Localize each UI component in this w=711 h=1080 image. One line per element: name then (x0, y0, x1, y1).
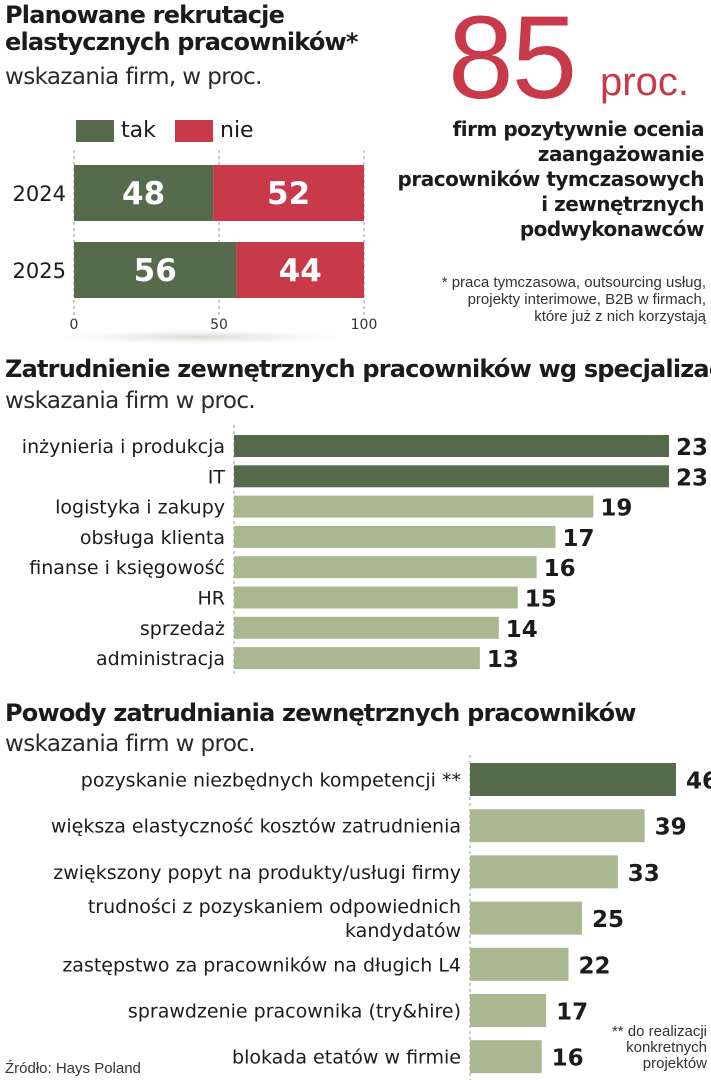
chart2-value-label: 14 (506, 617, 538, 643)
footnote-2-line-1: ** do realizacji (611, 1023, 707, 1040)
chart3-bar (470, 855, 618, 889)
chart1-bar-nie (213, 165, 364, 221)
chart1-title: Planowane rekrutacje elastycznych pracow… (5, 2, 435, 56)
chart3-subtitle: wskazania firm w proc. (5, 731, 256, 757)
chart2-value-label: 17 (563, 526, 595, 552)
kpi-line-1: firm pozytywnie ocenia (452, 117, 705, 141)
chart3-bar (470, 763, 676, 796)
chart2-bar (234, 586, 518, 609)
chart3-value-label: 25 (592, 907, 624, 933)
chart3-bar (470, 947, 569, 981)
chart2-category-label: inżynieria i produkcja (22, 436, 225, 458)
chart2-value-label: 23 (676, 435, 708, 461)
chart1-x-tick-label: 100 (351, 317, 378, 333)
chart3-value-label: 39 (655, 815, 687, 841)
footnote-2: ** do realizacji konkretnych projektów (577, 1024, 707, 1072)
reasons-bar-chart: pozyskanie niezbędnych kompetencji ** 46 w… (51, 755, 711, 1080)
chart3-title: Powody zatrudniania zewnętrznych pracown… (5, 699, 636, 727)
chart3-category-label: kandydatów (345, 920, 461, 942)
chart3-value-label: 17 (556, 1000, 588, 1026)
kpi-line-3: pracowników tymczasowych (397, 167, 705, 191)
chart2-category-label: IT (208, 466, 226, 488)
chart2-category-label: obsługa klienta (80, 527, 225, 549)
chart3-bar (470, 994, 547, 1027)
stacked-bar-chart: 0 50 100 2024 48 52 2025 56 44 (13, 150, 378, 346)
kpi-line-4: i zewnętrznych (541, 192, 704, 216)
chart3-value-label: 33 (628, 861, 660, 887)
chart2-category-label: finanse i księgowość (29, 557, 225, 579)
chart1-x-tick-label: 0 (70, 317, 79, 333)
chart2-value-label: 19 (600, 496, 632, 522)
kpi-line-5: podwykonawców (519, 217, 705, 241)
chart2-bar (234, 495, 594, 518)
chart1-bar-nie (236, 242, 364, 298)
chart3-bar (470, 901, 582, 935)
chart1-bar-value-label: 56 (134, 253, 177, 289)
chart2-bar (234, 556, 537, 579)
chart1-category-label: 2024 (13, 182, 66, 206)
chart1-title-line2: elastycznych pracowników* (5, 28, 358, 56)
kpi-description: firm pozytywnie ocenia zaangażowanie pra… (364, 117, 705, 242)
chart3-category-label: pozyskanie niezbędnych kompetencji ** (81, 770, 461, 792)
chart2-bar (234, 616, 499, 639)
chart3-category-label: trudności z pozyskaniem odpowiednich (88, 896, 461, 918)
chart1-bar-tak (74, 242, 237, 298)
chart2-bar (234, 525, 556, 548)
specialization-bar-chart: inżynieria i produkcja 23 IT 23 logistyka i … (22, 425, 708, 675)
chart1-category-label: 2025 (13, 259, 66, 283)
chart3-category-label: zastępstwo za pracowników na długich L4 (62, 954, 461, 976)
chart2-subtitle: wskazania firm w proc. (5, 388, 256, 414)
chart3-category-label: sprawdzenie pracownika (try&hire) (128, 1001, 461, 1023)
chart1-ground-shadow (25, 328, 375, 346)
chart2-bar (234, 465, 669, 488)
chart1-bar-tak (74, 165, 214, 221)
chart2-category-label: sprzedaż (140, 618, 225, 640)
chart1-subtitle: wskazania firm, w proc. (5, 64, 262, 90)
source-note: Źródło: Hays Poland (5, 1060, 141, 1077)
chart2-bar (234, 435, 669, 457)
chart3-value-label: 16 (552, 1046, 584, 1072)
chart3-value-label: 22 (579, 953, 611, 979)
footnote-2-line-2: konkretnych (626, 1039, 707, 1056)
chart3-bar (470, 1040, 542, 1074)
legend-swatch-tak (76, 120, 114, 142)
legend-swatch-nie (175, 120, 213, 142)
chart1-bar-value-label: 44 (279, 253, 322, 289)
chart1-title-line1: Planowane rekrutacje (5, 1, 285, 29)
chart1-bar-value-label: 52 (267, 176, 310, 212)
chart3-category-label: blokada etatów w firmie (232, 1047, 461, 1069)
chart2-title: Zatrudnienie zewnętrznych pracowników wg… (5, 355, 711, 383)
chart2-bar (234, 647, 480, 670)
chart3-bar (470, 809, 645, 843)
legend-label-nie: nie (220, 118, 254, 143)
chart3-value-label: 46 (686, 769, 711, 795)
chart3-category-label: większa elastyczność kosztów zatrudnieni… (51, 816, 461, 838)
kpi-unit: proc. (600, 60, 689, 104)
chart2-value-label: 23 (676, 465, 708, 491)
chart2-category-label: administracja (96, 648, 225, 670)
footnote-1-line-3: które już z nich korzystają (534, 308, 706, 325)
chart1-bar-value-label: 48 (122, 176, 165, 212)
kpi-value: 85 (448, 0, 577, 124)
footnote-2-line-3: projektów (642, 1055, 707, 1072)
legend-label-tak: tak (121, 118, 156, 143)
footnote-1-line-1: * praca tymczasowa, outsourcing usług, (441, 274, 706, 291)
footnote-1-line-2: projekty interimowe, B2B w firmach, (467, 291, 706, 308)
chart1-x-tick-label: 50 (210, 317, 228, 333)
chart2-category-label: HR (198, 588, 226, 610)
chart2-value-label: 16 (544, 556, 576, 582)
kpi-line-2: zaangażowanie (537, 142, 705, 166)
chart2-value-label: 13 (487, 647, 519, 673)
chart2-category-label: logistyka i zakupy (55, 497, 225, 519)
footnote-1: * praca tymczasowa, outsourcing usług, p… (406, 274, 706, 325)
chart3-category-label: zwiększony popyt na produkty/usługi firm… (53, 862, 461, 884)
chart2-value-label: 15 (525, 587, 557, 613)
